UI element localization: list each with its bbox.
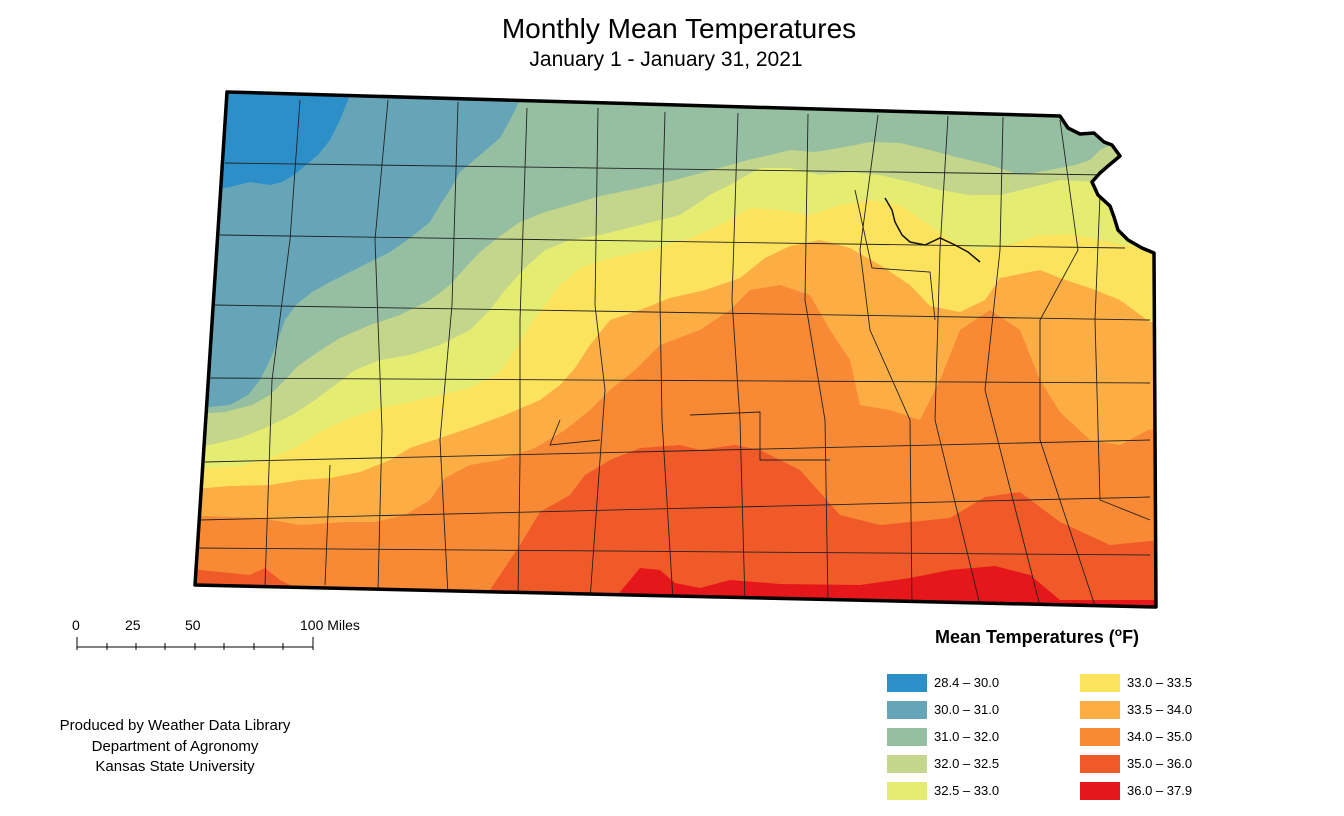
- legend-swatch-9: [1080, 755, 1120, 773]
- temperature-bands: [195, 92, 1156, 607]
- legend-label-1: 28.4 – 30.0: [934, 675, 1000, 690]
- legend-label-2: 30.0 – 31.0: [934, 702, 1000, 717]
- scale-label-0: 0: [72, 617, 80, 633]
- legend-label-4: 32.0 – 32.5: [934, 756, 1000, 771]
- legend-label-7: 33.5 – 34.0: [1127, 702, 1193, 717]
- scale-label-50: 50: [185, 617, 201, 633]
- kansas-state-outline: [193, 90, 1158, 609]
- credits: Produced by Weather Data Library Departm…: [30, 716, 320, 778]
- map-subtitle: January 1 - January 31, 2021: [529, 48, 803, 71]
- credits-line-1: Produced by Weather Data Library: [59, 717, 291, 734]
- credits-line-3: Kansas State University: [95, 758, 255, 775]
- scale-label-100: 100 Miles: [300, 617, 360, 633]
- legend-swatch-5: [887, 782, 927, 800]
- credits-line-2: Department of Agronomy: [91, 737, 259, 755]
- legend-label-10: 36.0 – 37.9: [1127, 783, 1193, 798]
- legend-label-5: 32.5 – 33.0: [934, 783, 1000, 798]
- legend-label-8: 34.0 – 35.0: [1127, 729, 1193, 744]
- band-28.4-30: [195, 92, 360, 190]
- legend-swatch-8: [1080, 728, 1120, 746]
- scale-bar: [76, 637, 314, 650]
- legend-swatch-3: [887, 728, 927, 746]
- map-title: Monthly Mean Temperatures: [501, 13, 857, 44]
- legend-swatch-2: [887, 701, 927, 719]
- legend-swatch-7: [1080, 701, 1120, 719]
- legend-swatch-4: [887, 755, 927, 773]
- legend-swatch-10: [1080, 782, 1120, 800]
- legend-swatch-1: [887, 674, 927, 692]
- legend-label-6: 33.0 – 33.5: [1127, 675, 1193, 690]
- legend-label-3: 31.0 – 32.0: [934, 729, 1000, 744]
- kansas-river-boundary: [884, 197, 981, 263]
- legend-swatch-6: [1080, 674, 1120, 692]
- scale-label-25: 25: [125, 617, 141, 633]
- legend-label-9: 35.0 – 36.0: [1127, 756, 1193, 771]
- county-boundaries: [197, 99, 1151, 607]
- legend-title: Mean Temperatures (oF): [935, 625, 1140, 647]
